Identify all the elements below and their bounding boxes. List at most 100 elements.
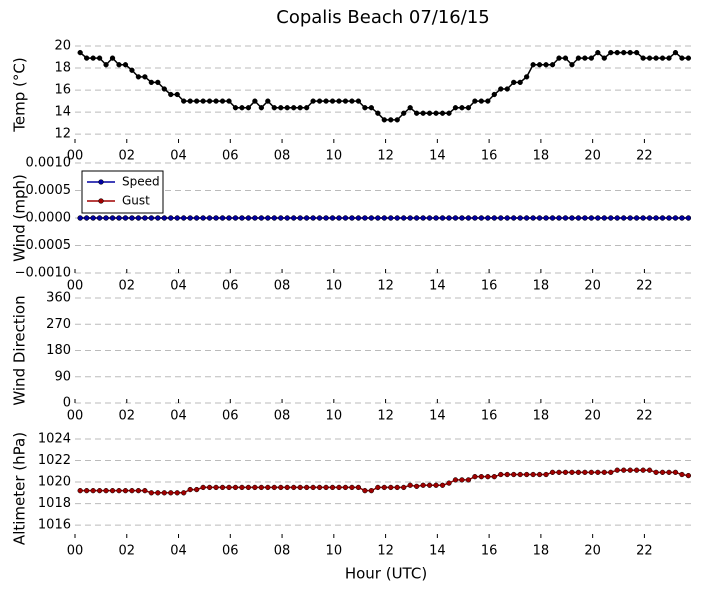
data-point: [83, 215, 90, 221]
data-point: [459, 477, 465, 483]
data-point: [582, 469, 588, 476]
data-point: [472, 98, 478, 104]
data-point: [459, 215, 465, 221]
data-point: [148, 79, 155, 86]
y-tick-label: 0.0005: [26, 183, 72, 198]
y-tick-label: −0.0010: [15, 266, 71, 281]
data-point: [614, 49, 620, 56]
data-point: [627, 49, 633, 56]
data-point: [465, 215, 472, 221]
data-point: [608, 215, 614, 221]
y-tick-label: −0.0005: [15, 238, 71, 253]
data-point: [206, 98, 213, 104]
data-point: [549, 62, 556, 68]
data-point: [316, 98, 323, 104]
x-tick-label: 20: [584, 409, 601, 424]
data-point: [375, 484, 381, 491]
data-point: [659, 215, 666, 221]
x-tick-label: 04: [170, 279, 187, 294]
data-point: [666, 55, 672, 61]
data-point: [323, 98, 329, 104]
data-point: [381, 484, 387, 491]
y-axis-label: Temp (°C): [11, 57, 29, 132]
x-tick-label: 04: [170, 544, 187, 559]
series-line: [79, 51, 689, 121]
legend-marker: [98, 198, 104, 204]
y-tick-label: 1024: [38, 432, 71, 447]
data-point: [187, 215, 193, 221]
data-point: [640, 467, 646, 473]
y-tick-label: 1020: [38, 475, 71, 490]
x-tick-label: 14: [429, 409, 446, 424]
data-point: [252, 98, 258, 104]
x-tick-label: 18: [533, 149, 550, 164]
x-tick-label: 06: [222, 409, 239, 424]
data-point: [291, 105, 297, 111]
x-tick-label: 00: [67, 149, 84, 164]
y-tick-label: 1016: [38, 518, 71, 533]
data-point: [446, 480, 452, 486]
data-point: [77, 49, 83, 56]
y-tick-label: 20: [54, 39, 71, 54]
x-tick-label: 22: [636, 544, 653, 559]
x-tick-label: 16: [481, 409, 498, 424]
data-point: [465, 477, 472, 483]
data-point: [679, 55, 685, 61]
legend-label: Speed: [122, 175, 160, 189]
data-point: [77, 215, 83, 221]
data-point: [582, 215, 588, 221]
data-point: [659, 469, 666, 476]
data-point: [614, 467, 620, 473]
data-point: [627, 215, 633, 221]
data-point: [452, 215, 459, 221]
data-point: [498, 86, 504, 92]
data-point: [174, 490, 180, 496]
y-tick-label: 16: [54, 83, 71, 98]
data-point: [362, 488, 368, 494]
data-point: [407, 482, 413, 488]
data-point: [122, 215, 129, 221]
data-point: [381, 215, 387, 221]
data-point: [685, 55, 692, 61]
data-point: [420, 215, 426, 221]
x-tick-label: 02: [118, 279, 135, 294]
data-point: [135, 74, 142, 80]
x-tick-label: 12: [377, 279, 394, 294]
data-point: [168, 490, 174, 496]
data-point: [129, 67, 135, 73]
y-tick-label: 90: [54, 369, 71, 384]
data-point: [297, 105, 303, 111]
data-point: [349, 484, 355, 491]
data-point: [355, 215, 362, 221]
data-point: [401, 110, 407, 116]
data-point: [316, 215, 323, 221]
data-point: [284, 105, 290, 111]
data-point: [181, 490, 187, 496]
data-point: [90, 488, 96, 494]
data-point: [575, 469, 582, 476]
data-point: [135, 215, 142, 221]
data-point: [465, 105, 472, 111]
data-point: [349, 215, 355, 221]
data-point: [569, 215, 575, 221]
data-point: [439, 215, 446, 221]
data-point: [258, 484, 265, 491]
data-point: [608, 469, 614, 476]
y-tick-label: 270: [46, 317, 71, 332]
data-point: [148, 490, 155, 496]
x-tick-label: 14: [429, 279, 446, 294]
data-point: [206, 484, 213, 491]
data-point: [472, 474, 478, 480]
data-point: [543, 62, 549, 68]
data-point: [562, 215, 569, 221]
data-point: [187, 98, 193, 104]
x-tick-label: 08: [274, 409, 291, 424]
data-point: [569, 62, 575, 68]
data-point: [116, 488, 122, 494]
x-tick-label: 10: [326, 279, 343, 294]
data-point: [310, 215, 316, 221]
x-tick-label: 10: [326, 544, 343, 559]
data-point: [109, 215, 116, 221]
data-point: [549, 469, 556, 476]
data-point: [601, 469, 607, 476]
